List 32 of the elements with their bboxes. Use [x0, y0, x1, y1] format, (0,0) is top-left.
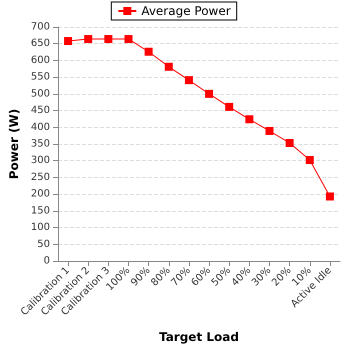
point [286, 138, 294, 147]
point [225, 102, 234, 111]
point [306, 156, 314, 164]
legend-label: Average Power [141, 4, 231, 18]
y-tick-label: 200 [30, 188, 50, 200]
y-tick-label: 0 [44, 256, 50, 266]
y-tick-label: 50 [37, 238, 50, 250]
y-tick-label: 300 [30, 155, 50, 166]
point [164, 62, 173, 71]
y-tick-label: 100 [30, 222, 50, 234]
y-tick-label: 500 [30, 88, 50, 100]
y-tick-label: 250 [30, 172, 50, 183]
y-tick-label: 150 [30, 205, 50, 216]
point [144, 48, 153, 56]
point [266, 126, 274, 135]
y-tick-label: 350 [30, 138, 50, 150]
y-tick-label: 700 [30, 22, 50, 32]
point [245, 115, 254, 124]
point [124, 35, 132, 44]
point [104, 35, 112, 44]
y-axis-title: Power (W) [7, 108, 21, 180]
y-tick-label: 550 [30, 72, 50, 83]
y-tick-label: 450 [30, 105, 50, 116]
point [184, 76, 193, 84]
point [205, 90, 214, 98]
y-tick-label: 650 [30, 38, 50, 50]
x-axis-title: Target Load [159, 330, 239, 344]
point [326, 192, 334, 200]
y-tick-label: 400 [30, 122, 50, 133]
y-tick-label: 600 [30, 54, 50, 66]
point [64, 37, 72, 46]
point [84, 35, 92, 44]
